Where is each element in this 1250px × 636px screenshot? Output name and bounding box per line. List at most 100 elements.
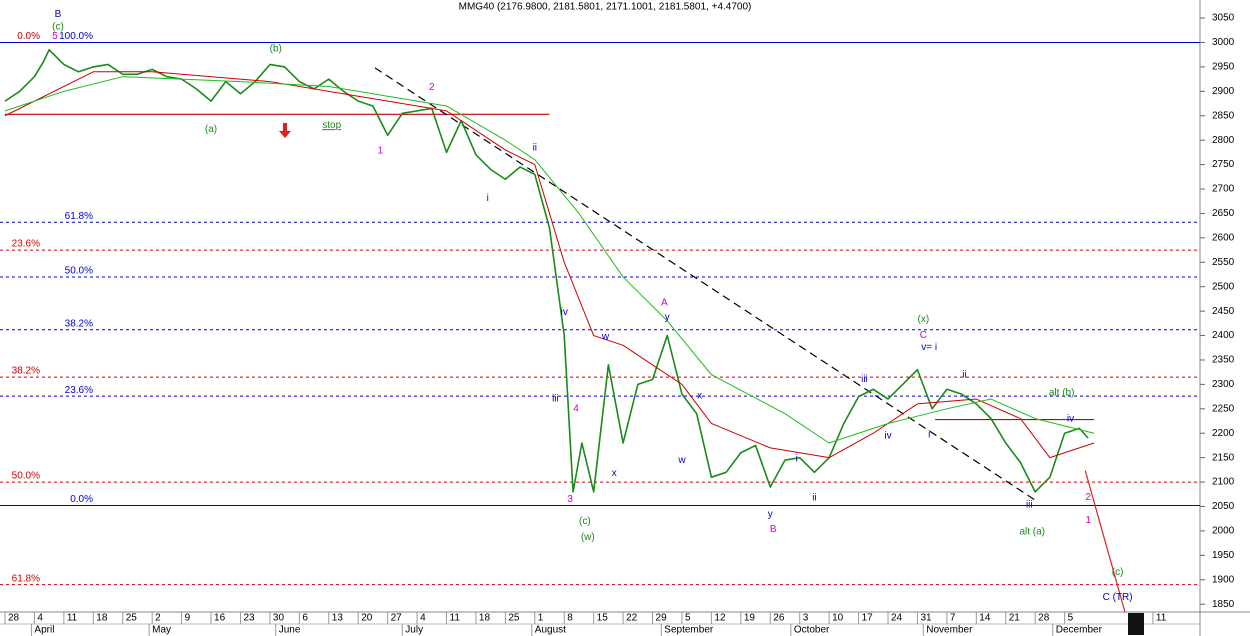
x-tick-label: 22 [626, 613, 638, 624]
x-tick-label: 26 [773, 613, 785, 624]
fib-label: 50.0% [65, 266, 93, 277]
y-tick-label: 3050 [1212, 13, 1235, 24]
x-tick-label: 15 [597, 613, 609, 624]
fib-label: 61.8% [65, 211, 93, 222]
x-tick-label: 11 [67, 613, 78, 624]
y-tick-label: 2800 [1212, 135, 1235, 146]
chart-title: MMG40 (2176.9800, 2181.5801, 2171.1001, … [459, 2, 752, 13]
x-tick-label: 14 [979, 613, 991, 624]
wave-label: stop [322, 120, 341, 131]
fib-label: 38.2% [12, 366, 40, 377]
x-tick-label: 17 [862, 613, 874, 624]
wave-label: C [920, 330, 927, 341]
x-tick-label: 20 [361, 613, 373, 624]
wave-label: (a) [205, 124, 217, 135]
wave-label: iv [884, 430, 891, 441]
x-tick-label: 24 [891, 613, 903, 624]
month-label: November [926, 625, 973, 636]
wave-label: 5 [52, 31, 58, 42]
wave-label: 3 [567, 494, 573, 505]
month-label: August [535, 625, 566, 636]
y-tick-label: 1950 [1212, 550, 1235, 561]
y-tick-label: 2650 [1212, 208, 1235, 219]
x-tick-label: 28 [8, 613, 20, 624]
y-tick-label: 2300 [1212, 379, 1235, 390]
month-label: April [34, 625, 54, 636]
wave-label: (c) [579, 516, 591, 527]
y-tick-label: 2150 [1212, 452, 1235, 463]
wave-label: x [612, 468, 617, 479]
fib-label: 0.0% [70, 494, 93, 505]
wave-label: A [661, 297, 668, 308]
wave-label: B [55, 9, 62, 20]
x-tick-label: 11 [1156, 613, 1167, 624]
wave-label: (b) [270, 43, 282, 54]
x-tick-label: 2 [155, 613, 161, 624]
wave-label: i [928, 429, 930, 440]
x-tick-label: 16 [214, 613, 226, 624]
wave-label: B [770, 524, 777, 535]
month-label: June [279, 625, 301, 636]
wave-label: (x) [917, 314, 929, 325]
x-tick-label: 12 [714, 613, 726, 624]
y-tick-label: 3000 [1212, 37, 1235, 48]
x-tick-label: 5 [1068, 613, 1074, 624]
month-label: July [405, 625, 423, 636]
wave-label: 1 [1085, 515, 1091, 526]
trend-line [374, 67, 1036, 501]
wave-label: 2 [1085, 492, 1091, 503]
y-tick-label: 2050 [1212, 501, 1235, 512]
x-tick-label: 1 [538, 613, 544, 624]
x-tick-label: 11 [450, 613, 461, 624]
x-tick-label: 18 [479, 613, 491, 624]
wave-label: w [601, 332, 610, 343]
x-tick-label: 3 [803, 613, 809, 624]
x-tick-label: 25 [508, 613, 520, 624]
y-tick-label: 2100 [1212, 477, 1235, 488]
price-line [4, 71, 1095, 459]
wave-label: iii [552, 394, 559, 405]
y-tick-label: 2000 [1212, 526, 1235, 537]
y-tick-label: 2450 [1212, 306, 1235, 317]
y-tick-label: 2550 [1212, 257, 1235, 268]
wave-label: C (TR) [1103, 592, 1133, 603]
x-tick-label: 18 [96, 613, 108, 624]
fib-label: 23.6% [12, 239, 40, 250]
y-tick-label: 2400 [1212, 330, 1235, 341]
x-tick-label: 29 [656, 613, 668, 624]
y-tick-label: 2850 [1212, 110, 1235, 121]
wave-label: (c) [1112, 567, 1124, 578]
x-tick-label: 4 [420, 613, 426, 624]
wave-label: 2 [429, 82, 435, 93]
wave-label: y [665, 312, 670, 323]
x-tick-label: 10 [832, 613, 844, 624]
wave-label: w [677, 455, 686, 466]
down-arrow [279, 123, 291, 138]
wave-label: x [697, 390, 702, 401]
wave-label: alt (b) [1049, 387, 1075, 398]
y-tick-label: 2750 [1212, 159, 1235, 170]
wave-label: v= i [921, 342, 937, 353]
y-tick-label: 1900 [1212, 574, 1235, 585]
x-tick-label: 5 [685, 613, 691, 624]
price-line [4, 49, 1089, 493]
wave-label: ii [812, 492, 816, 503]
x-tick-label: 9 [185, 613, 191, 624]
y-tick-label: 2200 [1212, 428, 1235, 439]
fib-label: 38.2% [65, 318, 93, 329]
x-tick-label: 31 [920, 613, 932, 624]
x-tick-label: 21 [1009, 613, 1021, 624]
x-tick-label: 30 [273, 613, 285, 624]
x-tick-label: 23 [243, 613, 255, 624]
wave-label: alt (a) [1019, 527, 1045, 538]
wave-label: iii [1026, 500, 1033, 511]
wave-label: ii [533, 143, 537, 154]
wave-label: iv [1067, 414, 1074, 425]
fib-label: 61.8% [12, 573, 40, 584]
wave-label: y [768, 509, 773, 520]
cursor-box [1128, 613, 1144, 635]
month-label: September [664, 625, 714, 636]
wave-label: 4 [573, 403, 579, 414]
wave-label: (w) [581, 532, 595, 543]
